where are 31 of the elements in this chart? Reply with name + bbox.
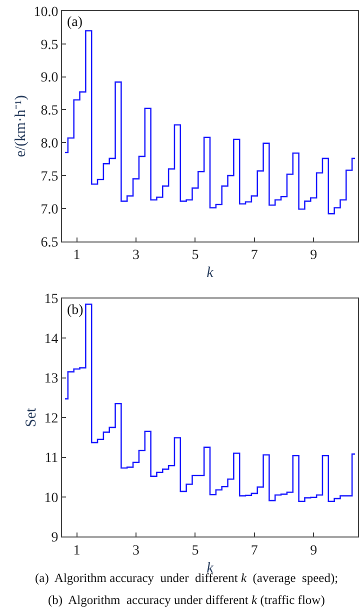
text: (b) Algorithm accuracy under different k (traffic flow) <box>48 593 325 607</box>
x-axis-title: k <box>206 265 214 282</box>
y-tick-label: 9 <box>51 530 58 546</box>
y-tick-label: 9.0 <box>40 70 58 86</box>
y-tick-label: 14 <box>44 332 58 347</box>
y-tick-label: 10.0 <box>34 4 58 20</box>
y-tick-label: 6.5 <box>40 235 58 250</box>
annotation: (a) <box>67 15 83 30</box>
y-tick-label: 11 <box>44 451 58 466</box>
x-tick-label: 7 <box>250 248 258 264</box>
x-tick-label: 1 <box>73 544 80 559</box>
x-tick-label: 3 <box>132 544 140 559</box>
y-axis-title: e/(km·h⁻¹) <box>12 95 29 158</box>
annotation: (b) <box>67 303 84 318</box>
x-tick-label: 9 <box>310 248 318 264</box>
x-tick-label: 3 <box>132 248 140 264</box>
y-axis-title: Set <box>23 407 40 428</box>
x-tick-label: 5 <box>192 248 199 264</box>
y-tick-label: 10 <box>44 490 58 506</box>
y-tick-label: 8.0 <box>40 136 58 152</box>
x-tick-label: 1 <box>73 248 80 264</box>
y-tick-label: 7.0 <box>40 202 58 218</box>
y-tick-label: 12 <box>44 411 58 426</box>
x-tick-label: 7 <box>250 544 258 559</box>
y-tick-label: 15 <box>44 292 58 308</box>
y-tick-label: 8.5 <box>40 104 58 119</box>
x-tick-label: 9 <box>310 544 318 559</box>
x-tick-label: 5 <box>192 544 199 559</box>
y-tick-label: 9.5 <box>40 38 58 53</box>
y-tick-label: 13 <box>44 372 58 387</box>
y-tick-label: 7.5 <box>40 169 58 184</box>
